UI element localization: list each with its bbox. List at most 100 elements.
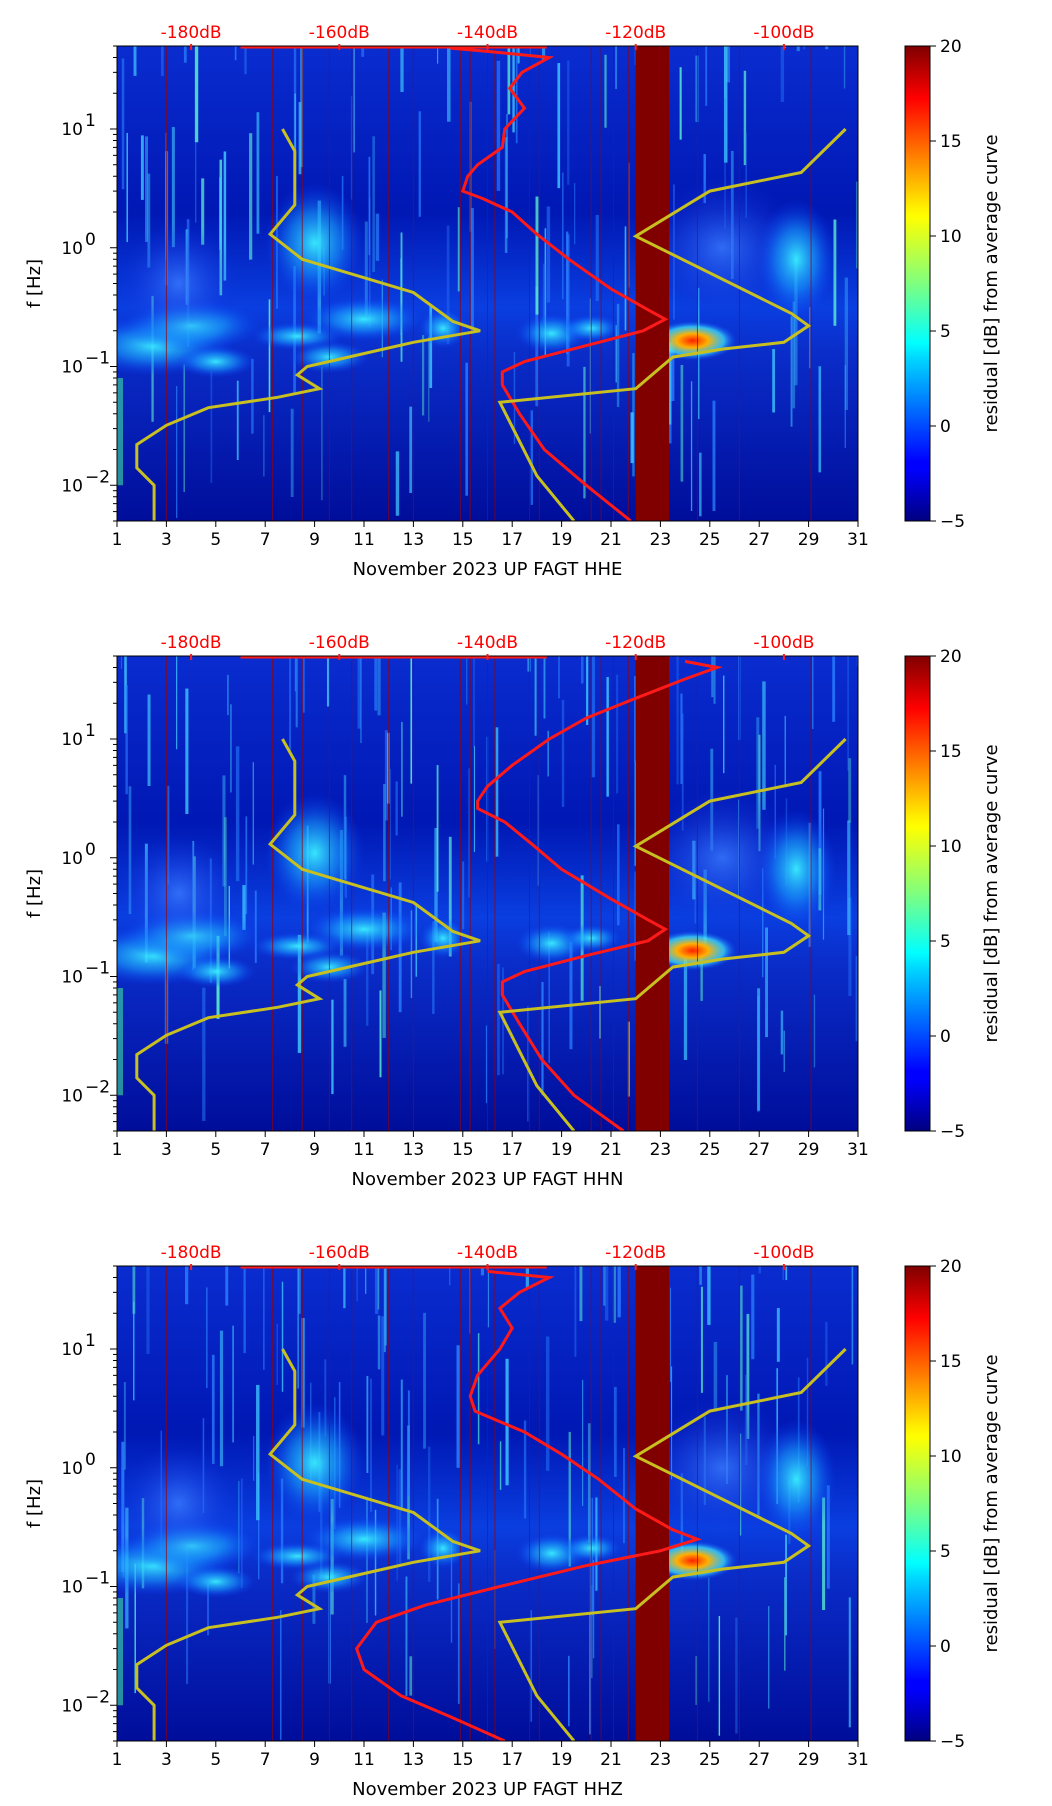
spectrogram-streak (147, 173, 151, 268)
spectrogram-streak (543, 656, 546, 719)
spectrogram-streak (324, 1359, 327, 1437)
spectrogram-streak (206, 1287, 208, 1389)
db-label: -100dB (753, 1243, 814, 1263)
spectrogram-streak (544, 228, 547, 358)
spectrogram-streak (210, 371, 213, 483)
spectrogram-streak (617, 1266, 621, 1318)
colorbar-tick-label: 0 (940, 1637, 951, 1657)
spectrogram-streak (586, 656, 589, 726)
db-label: -120dB (605, 633, 666, 653)
x-tick-label: 31 (847, 530, 869, 550)
spectrogram-streak (785, 1534, 787, 1636)
spectrogram-streak (245, 816, 248, 915)
spectrogram-streak (855, 955, 858, 1042)
spectrogram-streak (847, 656, 849, 771)
spectrogram-streak (298, 1266, 301, 1314)
spectrogram-streak (223, 151, 227, 281)
spectrogram-streak (145, 136, 148, 242)
spectrogram-streak (671, 338, 675, 402)
spectrogram-streak (121, 58, 125, 190)
spectrogram-streak (410, 910, 413, 999)
spectrogram-streak (297, 934, 302, 1053)
spectrogram-streak (690, 381, 693, 511)
spectrogram-streak (370, 1378, 372, 1512)
x-tick-label: 9 (309, 530, 320, 550)
spectrogram-streak (462, 861, 465, 930)
spectrogram-streak (603, 1266, 606, 1306)
spectrogram-streak (183, 364, 185, 493)
spectrogram-streak (434, 828, 438, 942)
x-tick-label: 11 (353, 1140, 375, 1160)
spectrogram-streak (574, 183, 576, 245)
spectrogram-streak (499, 1441, 502, 1490)
y-tick-label: 10 (61, 476, 83, 496)
spectrogram-streak (756, 717, 760, 829)
x-tick-label: 25 (699, 1140, 721, 1160)
spectrogram-streak (401, 722, 403, 817)
spectrogram-streak (374, 1266, 379, 1315)
spectrogram-streak (176, 386, 178, 519)
spectrogram-streak (289, 656, 292, 752)
spectrogram-streak (300, 46, 304, 168)
colorbar-tick-label: 20 (940, 37, 962, 57)
spectrogram-streak (527, 656, 531, 672)
spectrogram-streak (724, 98, 726, 229)
y-tick-exponent: 1 (85, 1331, 96, 1351)
spectrogram-streak (353, 48, 355, 153)
spectrogram-streak (125, 684, 128, 795)
x-tick-label: 5 (210, 530, 221, 550)
saturated-band (635, 656, 670, 1131)
spectrogram-streak (457, 207, 460, 292)
spectrogram-streak (568, 1431, 571, 1567)
spectrogram-streak (252, 762, 254, 865)
spectrogram-streak (301, 1318, 305, 1428)
spectrogram-streak (783, 46, 787, 48)
y-axis-label: f [Hz] (24, 869, 45, 918)
spectrogram-streak (195, 100, 197, 223)
colorbar-tick-label: 10 (940, 837, 962, 857)
microseism-blob (175, 345, 256, 378)
spectrogram-streak (360, 656, 362, 744)
spectrogram-streak (366, 929, 369, 1026)
x-tick-label: 17 (501, 1140, 523, 1160)
db-label: -120dB (605, 23, 666, 43)
spectrogram-streak (713, 1341, 718, 1412)
spectrogram-streak (783, 1030, 785, 1072)
microseism-blob (118, 1443, 239, 1564)
spectrogram-streak (343, 1266, 346, 1309)
y-tick-exponent: −2 (85, 1687, 110, 1707)
spectrogram-streak (466, 656, 468, 705)
spectrogram-streak (268, 299, 271, 413)
low-noise-model-curve (135, 738, 481, 1131)
spectrogram-streak (377, 656, 381, 716)
x-tick-label: 31 (847, 1140, 869, 1160)
microseism-blob (175, 1565, 256, 1598)
spectrogram-streak (746, 1313, 750, 1439)
microseism-blob (756, 199, 837, 320)
spectrogram-streak (679, 67, 682, 140)
spectrogram-streak (222, 775, 226, 887)
x-tick-label: 7 (260, 530, 271, 550)
spectrogram-streak (530, 1610, 533, 1722)
spectrogram-streak (366, 1375, 369, 1474)
x-tick-label: 17 (501, 530, 523, 550)
spectrogram-streak (534, 656, 537, 736)
y-tick-exponent: −2 (85, 467, 110, 487)
spectrogram-streak (281, 1281, 284, 1392)
spectrogram-streak (312, 1574, 316, 1624)
spectrogram-streak (398, 882, 402, 1013)
spectrogram-streak (768, 1606, 770, 1709)
spectrogram-streak (211, 1354, 215, 1464)
microseism-blob (175, 955, 256, 988)
spectrogram-streak (505, 1358, 509, 1486)
spectrogram-streak (504, 137, 508, 253)
spectrogram-streak (450, 1539, 453, 1643)
microseism-blob (304, 297, 424, 342)
spectrogram-streak (365, 1266, 367, 1294)
spectrogram-streak (120, 656, 123, 669)
spectrogram-streak (780, 46, 785, 102)
x-tick-label: 23 (650, 530, 672, 550)
microseism-blob (118, 833, 239, 954)
spectrogram-streak (785, 1266, 788, 1281)
